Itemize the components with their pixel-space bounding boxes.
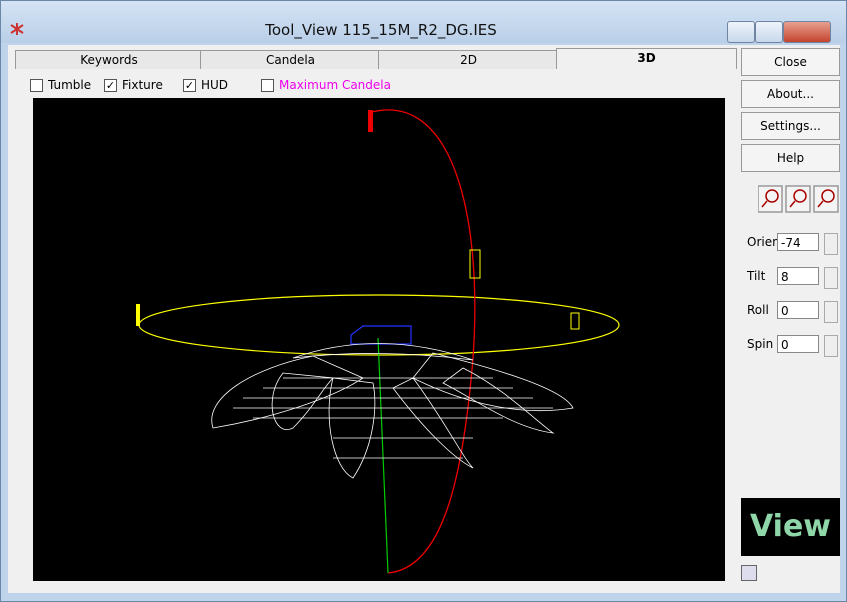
field-label: Spin: [747, 337, 773, 351]
field-value[interactable]: -74: [777, 233, 819, 251]
maximize-button[interactable]: [755, 21, 783, 43]
tab[interactable]: Keywords: [15, 50, 203, 69]
tab[interactable]: 3D: [556, 48, 737, 69]
copy-icon[interactable]: [741, 565, 757, 581]
field-value[interactable]: 0: [777, 335, 819, 353]
option-label: Maximum Candela: [279, 78, 391, 92]
field-label: Roll: [747, 303, 769, 317]
spinner[interactable]: [824, 267, 838, 289]
minimize-button[interactable]: [727, 21, 755, 43]
3d-viewport[interactable]: [33, 98, 725, 581]
button[interactable]: Settings...: [741, 112, 840, 140]
checkbox[interactable]: ✓: [183, 79, 196, 92]
wireframe: [33, 98, 725, 581]
option[interactable]: ✓ HUD: [183, 78, 228, 92]
tab[interactable]: Candela: [200, 50, 381, 69]
field-value[interactable]: 8: [777, 267, 819, 285]
option[interactable]: Tumble: [30, 78, 91, 92]
zoom-tools: [758, 185, 840, 215]
checkbox[interactable]: [261, 79, 274, 92]
button[interactable]: Help: [741, 144, 840, 172]
window: Tool_View 115_15M_R2_DG.IES KeywordsCand…: [0, 0, 847, 602]
logo: View: [741, 498, 840, 556]
option-label: Fixture: [122, 78, 163, 92]
option-label: HUD: [201, 78, 228, 92]
spinner[interactable]: [824, 335, 838, 357]
checkbox[interactable]: [30, 79, 43, 92]
option[interactable]: Maximum Candela: [261, 78, 391, 92]
spinner[interactable]: [824, 301, 838, 323]
button[interactable]: Close: [741, 48, 840, 76]
button[interactable]: About...: [741, 80, 840, 108]
tab[interactable]: 2D: [378, 50, 559, 69]
title-bar: Tool_View 115_15M_R2_DG.IES: [1, 1, 846, 43]
field-label: Tilt: [747, 269, 765, 283]
close-window-button[interactable]: [783, 21, 831, 43]
option-label: Tumble: [48, 78, 91, 92]
checkbox[interactable]: ✓: [104, 79, 117, 92]
spinner[interactable]: [824, 233, 838, 255]
field-value[interactable]: 0: [777, 301, 819, 319]
option[interactable]: ✓ Fixture: [104, 78, 163, 92]
window-title: Tool_View 115_15M_R2_DG.IES: [1, 21, 761, 39]
